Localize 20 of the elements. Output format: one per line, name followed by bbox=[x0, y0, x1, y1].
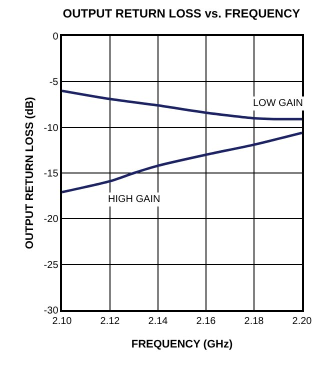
y-tick-label: -30 bbox=[44, 306, 59, 316]
x-tick-label: 2.12 bbox=[100, 316, 120, 327]
x-tick-label: 2.10 bbox=[52, 316, 72, 327]
line-series bbox=[62, 132, 302, 194]
y-tick-label: -25 bbox=[44, 260, 59, 271]
y-axis-title: OUTPUT RETURN LOSS (dB) bbox=[24, 96, 36, 250]
series-label: HIGH GAIN bbox=[108, 194, 160, 205]
series-label: LOW GAIN bbox=[253, 98, 304, 109]
x-tick-label: 2.18 bbox=[244, 316, 264, 327]
chart-title: OUTPUT RETURN LOSS vs. FREQUENCY bbox=[62, 6, 300, 21]
y-tick-label: -20 bbox=[44, 214, 59, 226]
y-tick-label: -10 bbox=[44, 122, 59, 134]
y-tick-label: -15 bbox=[44, 168, 59, 180]
x-tick-label: 2.14 bbox=[148, 316, 168, 327]
y-tick-label: 0 bbox=[52, 32, 59, 42]
x-tick-label: 2.20 bbox=[292, 316, 312, 327]
line-series bbox=[62, 90, 302, 120]
x-tick-label: 2.16 bbox=[196, 316, 216, 327]
x-axis-title: FREQUENCY (GHz) bbox=[131, 338, 233, 350]
y-tick-label: -5 bbox=[49, 77, 59, 88]
